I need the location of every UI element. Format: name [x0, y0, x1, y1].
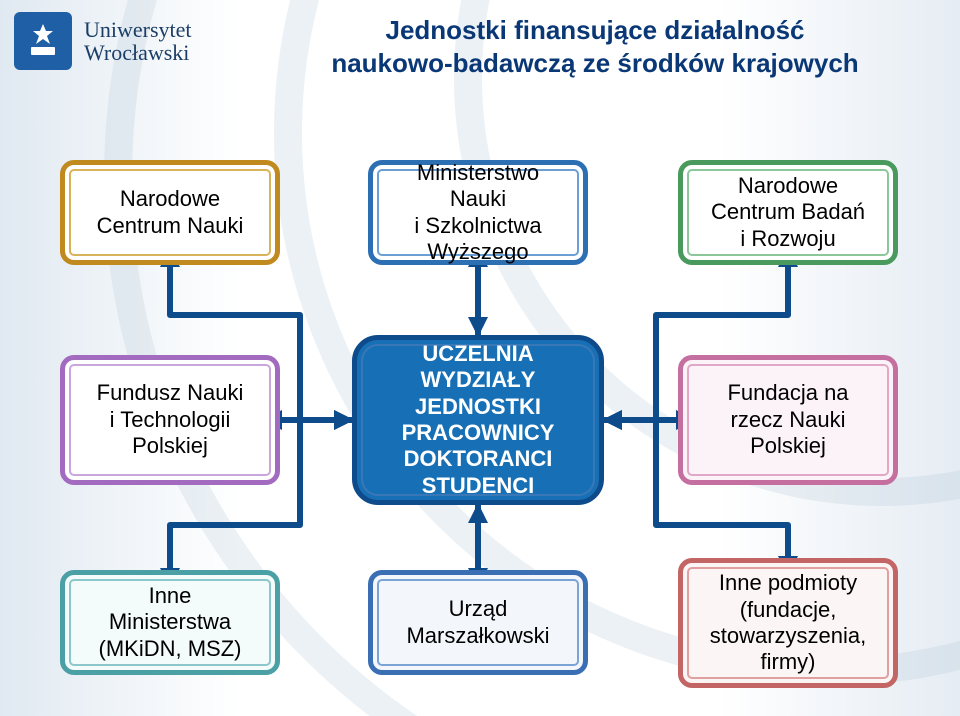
slide-title: Jednostki finansujące działalność naukow…: [270, 14, 920, 79]
logo-icon: [14, 12, 72, 70]
node-ncbr: NarodoweCentrum Badańi Rozwoju: [678, 160, 898, 265]
logo-line2: Wrocławski: [84, 41, 192, 64]
logo-line1: Uniwersytet: [84, 18, 192, 41]
node-pod: Inne podmioty(fundacje,stowarzyszenia, f…: [678, 558, 898, 688]
slide: Uniwersytet Wrocławski Jednostki finansu…: [0, 0, 960, 716]
node-label: Fundacja narzecz NaukiPolskiej: [727, 380, 848, 459]
node-label: NarodoweCentrum Nauki: [97, 186, 244, 239]
node-fnp: Fundacja narzecz NaukiPolskiej: [678, 355, 898, 485]
logo-text: Uniwersytet Wrocławski: [84, 18, 192, 64]
node-label: NarodoweCentrum Badańi Rozwoju: [711, 173, 865, 252]
node-fntp: Fundusz Naukii TechnologiiPolskiej: [60, 355, 280, 485]
node-label: UCZELNIAWYDZIAŁYJEDNOSTKIPRACOWNICYDOKTO…: [402, 341, 555, 498]
node-ncn: NarodoweCentrum Nauki: [60, 160, 280, 265]
node-label: Fundusz Naukii TechnologiiPolskiej: [97, 380, 244, 459]
node-inne: InneMinisterstwa(MKiDN, MSZ): [60, 570, 280, 675]
node-label: UrządMarszałkowski: [406, 596, 549, 649]
node-label: MinisterstwoNaukii SzkolnictwaWyższego: [414, 160, 541, 266]
node-center: UCZELNIAWYDZIAŁYJEDNOSTKIPRACOWNICYDOKTO…: [352, 335, 604, 505]
title-line2: naukowo-badawczą ze środków krajowych: [331, 48, 858, 78]
node-label: InneMinisterstwa(MKiDN, MSZ): [99, 583, 242, 662]
node-um: UrządMarszałkowski: [368, 570, 588, 675]
node-mnsw: MinisterstwoNaukii SzkolnictwaWyższego: [368, 160, 588, 265]
logo-block: Uniwersytet Wrocławski: [14, 12, 192, 70]
title-line1: Jednostki finansujące działalność: [385, 15, 804, 45]
node-label: Inne podmioty(fundacje,stowarzyszenia, f…: [697, 570, 879, 676]
